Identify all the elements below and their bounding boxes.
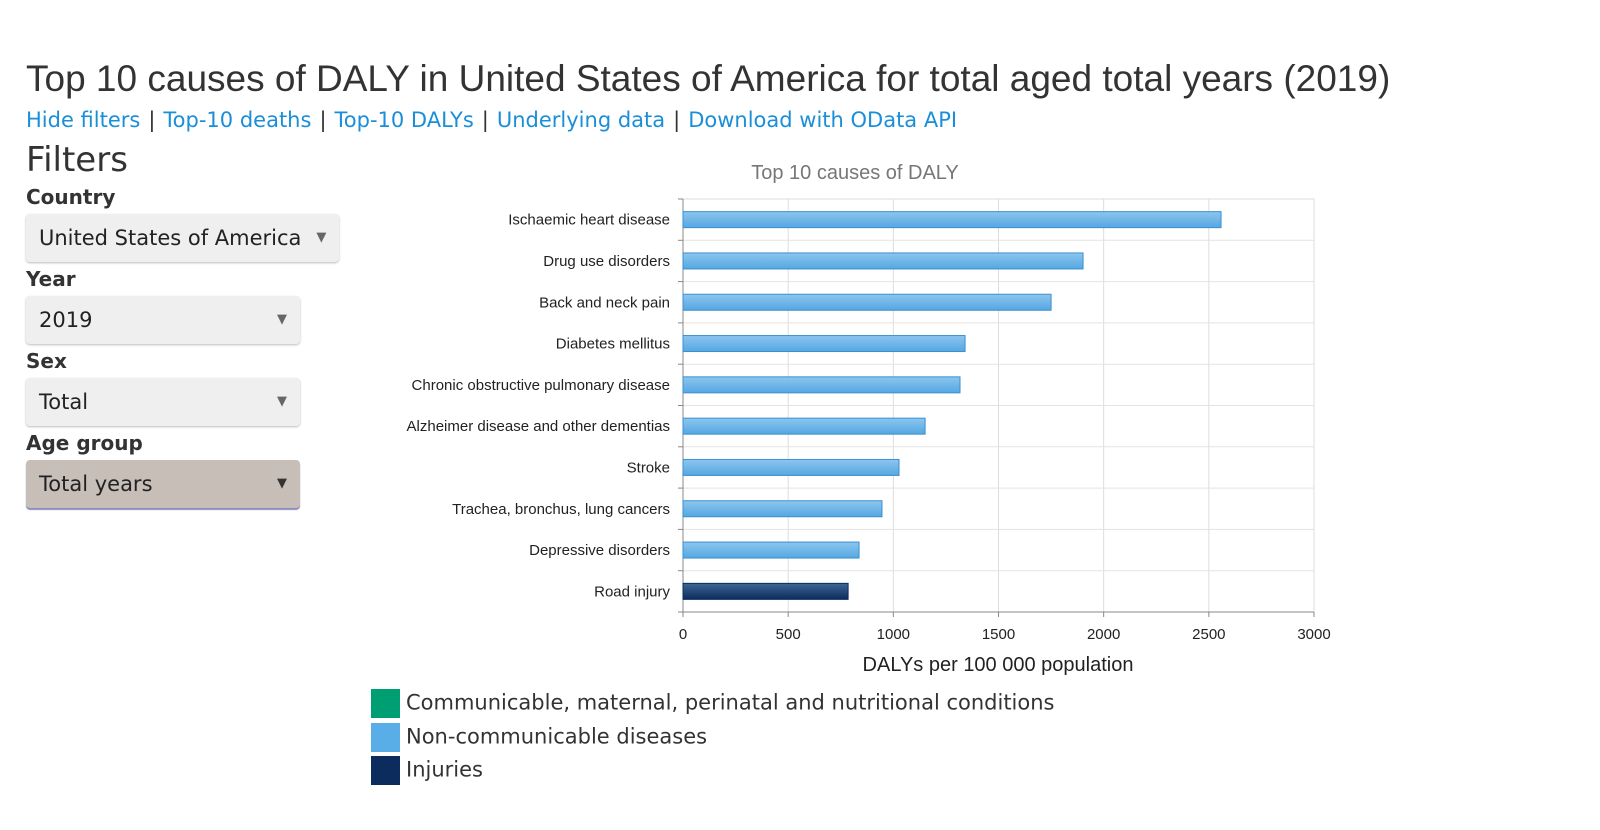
y-category-label: Chronic obstructive pulmonary disease [412, 377, 670, 394]
legend-swatch [371, 689, 400, 718]
bar[interactable] [682, 417, 926, 435]
nav-links: Hide filters | Top-10 deaths | Top-10 DALYs |… [26, 108, 957, 132]
bar[interactable] [682, 335, 966, 353]
chart-title: Top 10 causes of DALY [751, 162, 959, 184]
y-category-label: Drug use disorders [543, 253, 670, 270]
dropdown-arrow-icon: ▼ [277, 394, 287, 409]
year-select[interactable]: 2019 ▼ [26, 296, 300, 344]
x-tick-label: 1500 [982, 626, 1015, 643]
y-category-label: Diabetes mellitus [556, 336, 670, 353]
x-tick-label: 1000 [877, 626, 910, 643]
bar[interactable] [682, 252, 1084, 270]
x-axis-label: DALYs per 100 000 population [863, 654, 1134, 676]
dropdown-arrow-icon: ▼ [277, 312, 287, 327]
country-value: United States of America [39, 226, 302, 250]
x-tick-label: 0 [679, 626, 687, 643]
bar[interactable] [682, 500, 883, 518]
legend-item: Non-communicable diseases [371, 722, 708, 752]
age-group-value: Total years [39, 472, 153, 496]
page-title: Top 10 causes of DALY in United States o… [26, 58, 1391, 99]
bar[interactable] [682, 541, 860, 559]
separator: | [148, 108, 156, 132]
legend-label: Communicable, maternal, perinatal and nu… [406, 690, 1055, 715]
age-group-label: Age group [26, 431, 143, 455]
y-category-label: Depressive disorders [529, 542, 670, 559]
bar[interactable] [682, 376, 961, 394]
dropdown-arrow-icon: ▼ [316, 230, 327, 245]
legend-item: Communicable, maternal, perinatal and nu… [371, 689, 1055, 718]
sex-label: Sex [26, 349, 67, 373]
age-group-select[interactable]: Total years ▼ [26, 460, 300, 508]
sex-select[interactable]: Total ▼ [26, 378, 300, 426]
x-tick-label: 2000 [1087, 626, 1120, 643]
separator: | [481, 108, 489, 132]
x-tick-label: 3000 [1297, 626, 1330, 643]
y-category-label: Alzheimer disease and other dementias [407, 418, 670, 435]
bar[interactable] [682, 582, 849, 600]
separator: | [319, 108, 327, 132]
odata-download-link[interactable]: Download with OData API [688, 108, 958, 132]
bar[interactable] [682, 211, 1222, 229]
x-tick-label: 2500 [1192, 626, 1225, 643]
filters-heading: Filters [26, 140, 128, 180]
year-label: Year [26, 267, 76, 291]
legend-label: Non-communicable diseases [406, 724, 708, 748]
hide-filters-link[interactable]: Hide filters [26, 108, 141, 132]
legend-label: Injuries [406, 757, 483, 782]
legend-item: Injuries [371, 756, 483, 785]
country-label: Country [26, 185, 116, 209]
top10-dalys-link[interactable]: Top-10 DALYs [334, 108, 474, 132]
legend-swatch [371, 722, 400, 752]
y-category-label: Back and neck pain [539, 294, 670, 311]
x-tick-label: 500 [776, 626, 801, 643]
y-category-label: Ischaemic heart disease [508, 212, 670, 229]
underlying-data-link[interactable]: Underlying data [496, 108, 666, 132]
bar[interactable] [682, 458, 900, 476]
y-category-label: Stroke [627, 459, 670, 476]
dropdown-arrow-icon: ▼ [277, 476, 287, 491]
year-value: 2019 [39, 308, 93, 332]
country-select[interactable]: United States of America ▼ [26, 214, 340, 262]
y-category-label: Trachea, bronchus, lung cancers [452, 501, 670, 518]
bar[interactable] [682, 293, 1052, 311]
separator: | [673, 108, 681, 132]
y-category-label: Road injury [594, 583, 670, 600]
legend-swatch [371, 756, 400, 785]
top10-deaths-link[interactable]: Top-10 deaths [163, 108, 312, 132]
sex-value: Total [39, 390, 89, 414]
